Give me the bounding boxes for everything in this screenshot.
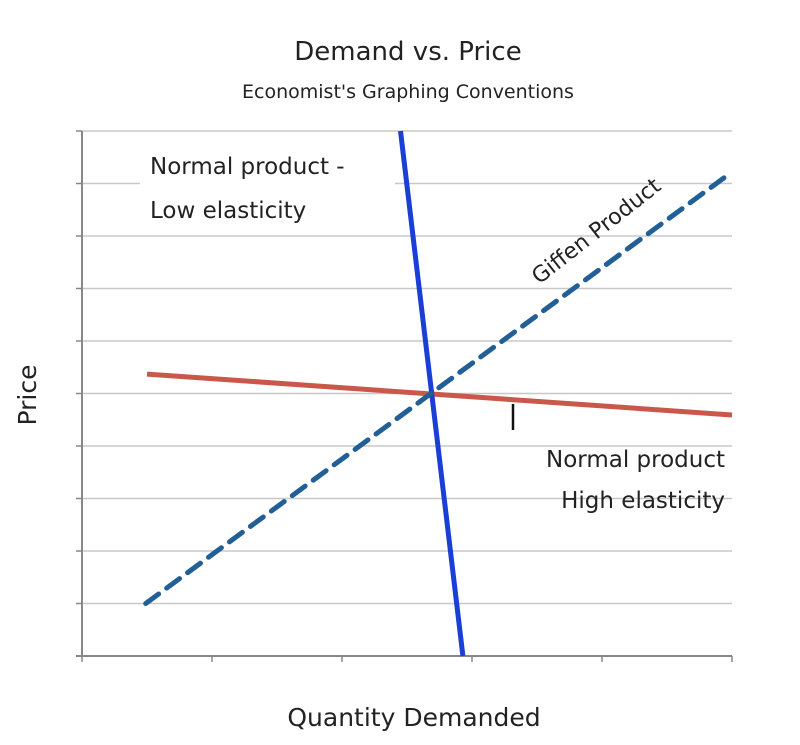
high-elasticity-label-line2: High elasticity: [561, 488, 725, 514]
series-lines: [143, 130, 735, 657]
low-elasticity-label-line1: Normal product -: [150, 154, 345, 180]
axes: [76, 130, 733, 662]
low-elasticity-label-line2: Low elasticity: [150, 198, 306, 224]
series-line-giffen: [143, 169, 735, 606]
chart-subtitle: Economist's Graphing Conventions: [242, 81, 574, 103]
x-axis-label: Quantity Demanded: [287, 703, 540, 732]
chart-title: Demand vs. Price: [294, 37, 521, 67]
y-axis-label: Price: [13, 365, 42, 426]
low-elasticity-label-bg: [140, 145, 395, 233]
high-elasticity-label-line1: Normal product: [546, 447, 725, 473]
series-line-high: [146, 371, 733, 418]
